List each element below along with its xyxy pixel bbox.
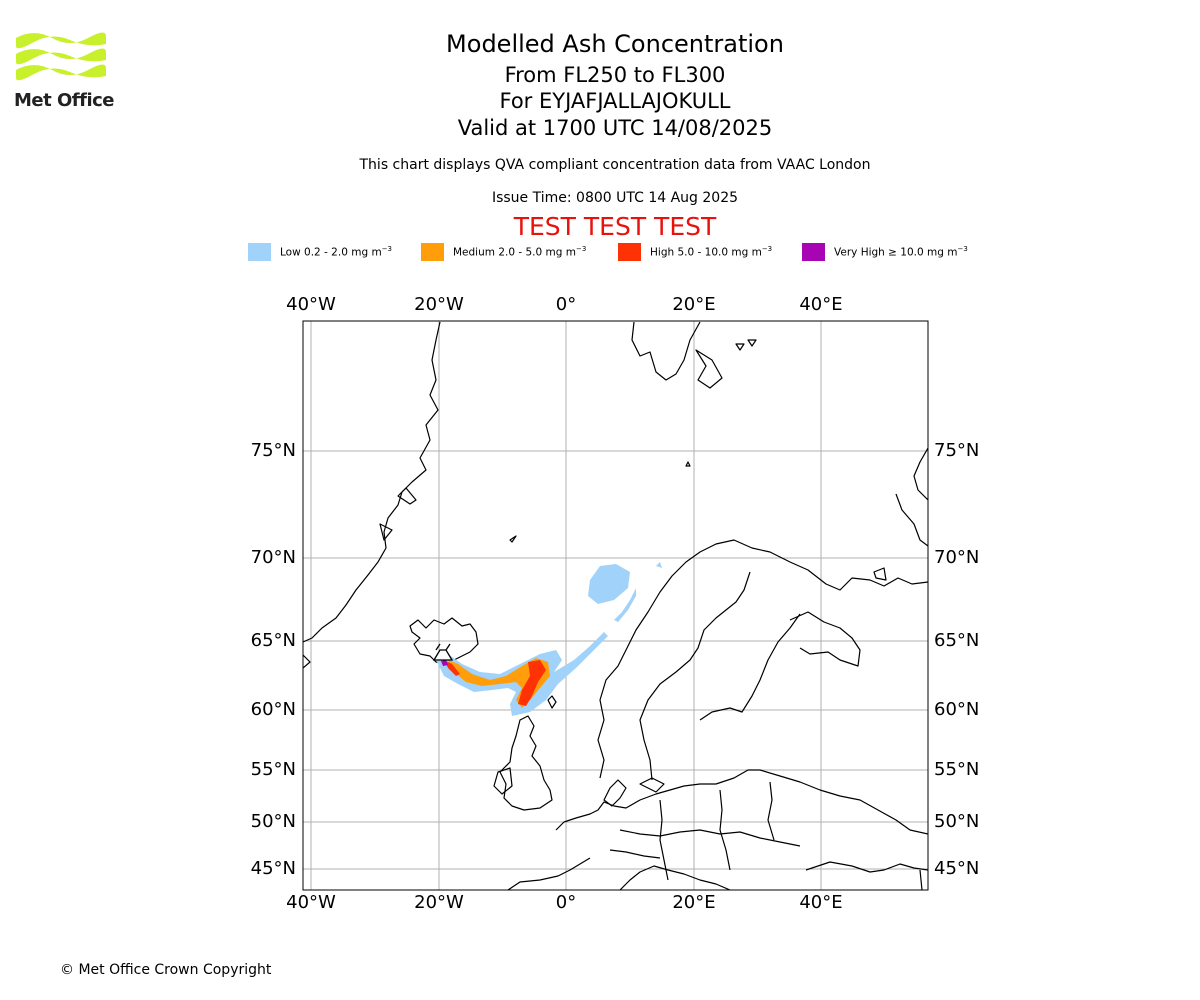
legend-swatch-medium — [421, 243, 444, 261]
lon-label-top: 20°E — [672, 294, 716, 315]
valid-time: Valid at 1700 UTC 14/08/2025 — [457, 116, 773, 140]
met-office-logo: Met Office — [14, 30, 115, 112]
lat-label-right: 70°N — [934, 547, 980, 568]
met-office-wave-icon — [16, 32, 106, 81]
lat-label-left: 75°N — [250, 440, 296, 461]
lon-label-top: 40°E — [799, 294, 843, 315]
ash-plume — [436, 562, 662, 716]
ireland-coast — [493, 767, 513, 795]
lon-label-bottom: 20°E — [672, 892, 716, 913]
lat-label-right: 65°N — [934, 630, 980, 651]
lat-label-left: 65°N — [250, 630, 296, 651]
lon-label-bottom: 40°W — [286, 892, 336, 913]
lon-label-top: 0° — [555, 294, 577, 315]
lat-label-left: 50°N — [250, 811, 296, 832]
chart-title: Modelled Ash Concentration — [446, 30, 784, 58]
legend-item-high: High 5.0 - 10.0 mg m−3 — [618, 243, 772, 261]
uk-coast — [499, 715, 553, 811]
lat-label-right: 60°N — [934, 699, 980, 720]
greenland-coast — [303, 321, 441, 643]
ash-low-streak — [614, 588, 636, 622]
logo-text: Met Office — [14, 90, 115, 111]
graticule — [303, 321, 928, 890]
legend-swatch-very-high — [802, 243, 825, 261]
map-content — [303, 321, 928, 890]
lon-label-bottom: 20°W — [414, 892, 464, 913]
legend-item-low: Low 0.2 - 2.0 mg m−3 — [248, 243, 392, 261]
legend-swatch-low — [248, 243, 271, 261]
lat-label-right: 50°N — [934, 811, 980, 832]
lat-label-left: 60°N — [250, 699, 296, 720]
legend-label-low: Low 0.2 - 2.0 mg m — [280, 246, 382, 259]
europe-coast — [555, 769, 928, 835]
lat-label-right: 75°N — [934, 440, 980, 461]
legend-label-high: High 5.0 - 10.0 mg m — [650, 246, 762, 259]
lat-label-right: 45°N — [934, 858, 980, 879]
flight-levels: From FL250 to FL300 — [504, 63, 726, 87]
legend-item-very-high: Very High ≥ 10.0 mg m−3 — [802, 243, 968, 261]
lon-label-top: 40°W — [286, 294, 336, 315]
lat-label-left: 45°N — [250, 858, 296, 879]
lat-label-left: 55°N — [250, 759, 296, 780]
lon-label-top: 20°W — [414, 294, 464, 315]
legend-label-medium: Medium 2.0 - 5.0 mg m — [453, 246, 576, 259]
copyright: © Met Office Crown Copyright — [60, 962, 272, 978]
lon-label-bottom: 0° — [555, 892, 577, 913]
scandinavia-coast — [597, 539, 928, 779]
map-frame — [302, 320, 929, 891]
coastlines — [303, 321, 928, 890]
ash-low-north — [588, 564, 630, 604]
lat-label-right: 55°N — [934, 759, 980, 780]
legend-label-very-high: Very High ≥ 10.0 mg m — [834, 246, 958, 259]
issue-time: Issue Time: 0800 UTC 14 Aug 2025 — [491, 190, 739, 206]
test-banner: TEST TEST TEST — [513, 212, 717, 241]
volcano-triangle-icon — [432, 643, 454, 661]
volcano-name: For EYJAFJALLAJOKULL — [499, 89, 731, 113]
ash-high-east — [518, 660, 546, 706]
concentration-legend: Low 0.2 - 2.0 mg m−3 Medium 2.0 - 5.0 mg… — [0, 243, 1200, 265]
iceland-coast — [409, 617, 479, 665]
ash-high-west — [444, 660, 460, 676]
legend-swatch-high — [618, 243, 641, 261]
chart-description: This chart displays QVA compliant concen… — [359, 157, 871, 173]
lon-label-bottom: 40°E — [799, 892, 843, 913]
ash-very-high — [441, 660, 448, 666]
legend-item-medium: Medium 2.0 - 5.0 mg m−3 — [421, 243, 586, 261]
lat-label-left: 70°N — [250, 547, 296, 568]
svalbard-coast — [631, 321, 701, 381]
